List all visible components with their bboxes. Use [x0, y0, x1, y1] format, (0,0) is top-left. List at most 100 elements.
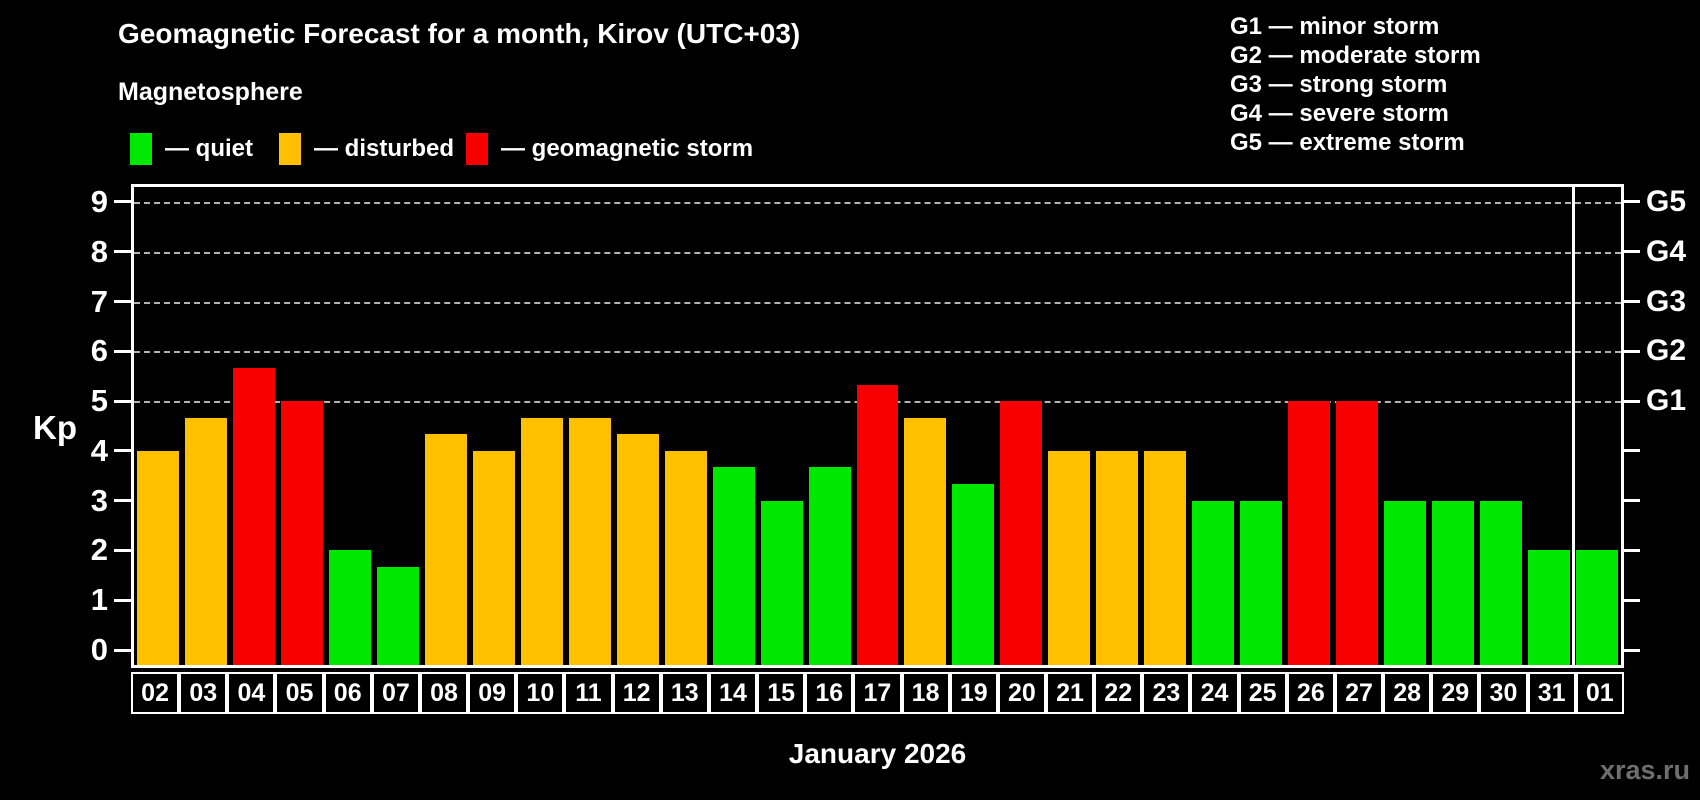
x-label-day-06: 06	[323, 672, 372, 714]
x-label-day-05: 05	[275, 672, 324, 714]
grid-line-kp-6	[134, 351, 1621, 354]
x-label-day-14: 14	[708, 672, 758, 714]
month-separator-line	[1571, 187, 1575, 665]
x-label-day-19: 19	[949, 672, 998, 714]
g-legend-item-g2: G2 — moderate storm	[1230, 42, 1481, 69]
bar-day-27	[1336, 401, 1379, 665]
bar-day-05	[280, 401, 323, 665]
y-tick-label-8: 8	[90, 233, 108, 269]
plot-area	[131, 184, 1624, 668]
x-label-day-20: 20	[997, 672, 1046, 714]
y-axis-title: Kp	[33, 409, 77, 446]
bar-day-31	[1528, 550, 1571, 665]
bar-day-13	[664, 450, 707, 665]
legend-swatch-quiet	[130, 133, 152, 165]
x-label-day-08: 08	[419, 672, 469, 714]
legend-swatch-disturbed	[279, 133, 301, 165]
magnetosphere-label: Magnetosphere	[118, 78, 303, 106]
x-label-day-15: 15	[757, 672, 806, 714]
bar-day-28	[1384, 500, 1427, 665]
bar-day-21	[1048, 450, 1091, 665]
bar-day-17	[856, 384, 899, 665]
right-axis-label-g2: G2	[1646, 334, 1687, 368]
right-tick-kp-9	[1624, 200, 1640, 204]
x-label-day-10: 10	[516, 672, 565, 714]
bar-day-01	[1576, 550, 1618, 665]
bar-day-07	[376, 566, 419, 665]
right-axis-label-g3: G3	[1646, 284, 1687, 318]
right-axis-label-g1: G1	[1646, 384, 1687, 418]
bar-day-16	[808, 467, 851, 665]
left-tick-kp-2	[114, 548, 131, 552]
bar-day-11	[568, 417, 611, 665]
g-scale-legend: G1 — minor storm G2 — moderate storm G3 …	[1230, 12, 1481, 157]
left-tick-kp-3	[114, 499, 131, 503]
right-tick-kp-7	[1624, 300, 1640, 304]
bar-day-12	[616, 434, 659, 665]
right-tick-kp-2	[1624, 548, 1640, 552]
left-tick-kp-7	[114, 300, 131, 304]
bar-day-26	[1288, 401, 1331, 665]
g-legend-item-g3: G3 — strong storm	[1230, 71, 1448, 98]
bar-day-09	[472, 450, 515, 665]
bar-day-08	[424, 434, 467, 665]
bar-day-06	[328, 550, 371, 665]
x-label-day-12: 12	[612, 672, 661, 714]
x-label-day-01: 01	[1575, 672, 1624, 714]
y-tick-label-7: 7	[90, 283, 108, 319]
x-label-day-18: 18	[901, 672, 950, 714]
legend-label-storm: — geomagnetic storm	[501, 135, 754, 162]
x-label-day-04: 04	[227, 672, 276, 714]
y-tick-label-3: 3	[90, 482, 108, 518]
plot-inner	[134, 187, 1621, 665]
left-tick-kp-9	[114, 200, 131, 204]
x-label-day-16: 16	[805, 672, 854, 714]
watermark: xras.ru	[1599, 755, 1690, 785]
bar-day-23	[1144, 450, 1187, 665]
x-label-day-31: 31	[1527, 672, 1576, 714]
bar-day-15	[760, 500, 803, 665]
x-label-day-17: 17	[853, 672, 902, 714]
g-legend-item-g1: G1 — minor storm	[1230, 13, 1440, 40]
x-label-day-26: 26	[1286, 672, 1335, 714]
legend-label-disturbed: — disturbed	[314, 135, 455, 162]
y-tick-label-6: 6	[90, 333, 108, 369]
legend-item-disturbed: — disturbed	[279, 133, 454, 165]
x-label-day-09: 09	[468, 672, 517, 714]
g-legend-item-g5: G5 — extreme storm	[1230, 129, 1465, 156]
x-label-day-13: 13	[660, 672, 709, 714]
x-label-day-22: 22	[1094, 672, 1143, 714]
bar-day-25	[1240, 500, 1283, 665]
y-tick-label-9: 9	[90, 183, 108, 219]
left-tick-kp-4	[114, 449, 131, 453]
right-tick-kp-0	[1624, 648, 1640, 652]
grid-line-kp-7	[134, 301, 1621, 304]
y-tick-label-1: 1	[90, 582, 108, 618]
y-tick-label-5: 5	[90, 383, 108, 419]
right-tick-kp-8	[1624, 250, 1640, 254]
bar-day-22	[1096, 450, 1139, 665]
grid-line-kp-9	[134, 201, 1621, 204]
y-tick-label-2: 2	[90, 532, 108, 568]
bar-day-18	[904, 417, 947, 665]
left-tick-kp-8	[114, 250, 131, 254]
bar-day-14	[712, 467, 755, 665]
bar-day-24	[1192, 500, 1235, 665]
y-tick-label-0: 0	[90, 632, 108, 667]
x-label-day-23: 23	[1142, 672, 1191, 714]
bar-day-29	[1432, 500, 1475, 665]
page-title: Geomagnetic Forecast for a month, Kirov …	[118, 18, 801, 49]
legend-label-quiet: — quiet	[165, 135, 253, 162]
x-label-day-28: 28	[1383, 672, 1432, 714]
legend-item-quiet: — quiet	[130, 133, 253, 165]
right-axis-label-g5: G5	[1646, 184, 1687, 218]
left-tick-kp-6	[114, 349, 131, 353]
x-label-day-21: 21	[1045, 672, 1095, 714]
g-legend-item-g4: G4 — severe storm	[1230, 100, 1449, 127]
left-tick-kp-1	[114, 598, 131, 602]
y-tick-label-4: 4	[90, 432, 108, 468]
x-label-day-24: 24	[1190, 672, 1239, 714]
right-tick-kp-3	[1624, 499, 1640, 503]
right-tick-kp-5	[1624, 399, 1640, 403]
